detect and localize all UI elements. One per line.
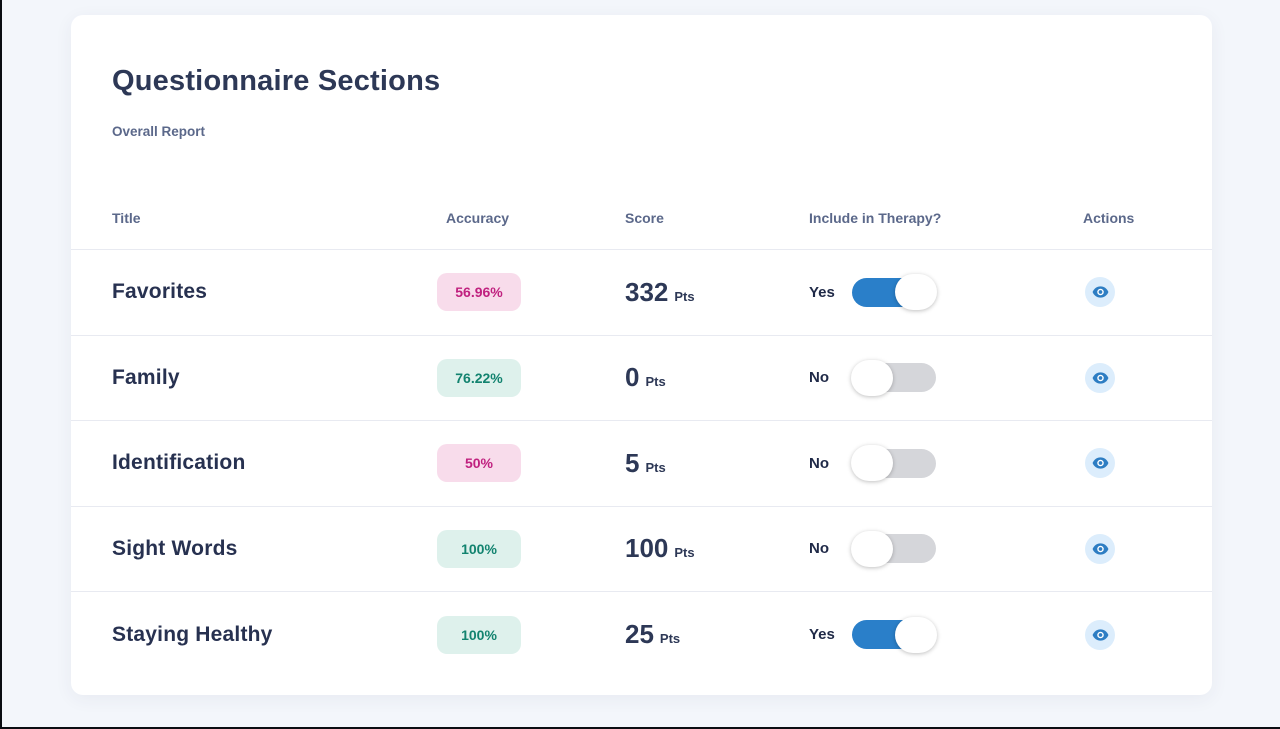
score-unit: Pts <box>674 288 695 304</box>
questionnaire-sections-card: Questionnaire Sections Overall Report Ti… <box>71 15 1212 695</box>
page-subtitle: Overall Report <box>112 124 206 139</box>
toggle-state-label: Yes <box>809 283 835 301</box>
include-toggle[interactable] <box>852 274 937 311</box>
column-header-title: Title <box>112 209 141 226</box>
toggle-knob <box>851 530 893 567</box>
table-row: Sight Words 100% 100 Pts No <box>71 506 1212 592</box>
include-toggle[interactable] <box>852 616 937 653</box>
toggle-knob <box>895 274 937 311</box>
toggle-knob <box>895 616 937 653</box>
accuracy-badge: 56.96% <box>437 273 521 312</box>
column-header-score: Score <box>625 209 664 226</box>
score: 5 Pts <box>625 448 809 479</box>
section-title: Identification <box>112 451 246 475</box>
view-button[interactable] <box>1085 362 1115 393</box>
view-button[interactable] <box>1085 277 1115 308</box>
table-header-row: Title Accuracy Score Include in Therapy?… <box>71 186 1212 250</box>
table-body: Favorites 56.96% 332 Pts Yes <box>71 250 1212 678</box>
eye-icon <box>1092 372 1109 384</box>
column-header-actions: Actions <box>1083 209 1135 226</box>
toggle-state-label: No <box>809 540 829 558</box>
score-value: 100 <box>625 533 669 564</box>
toggle-knob <box>851 445 893 482</box>
score-unit: Pts <box>674 545 695 561</box>
table-row: Family 76.22% 0 Pts No <box>71 335 1212 421</box>
view-button[interactable] <box>1085 619 1115 650</box>
card-header: Questionnaire Sections Overall Report <box>71 15 1212 140</box>
screen-left-edge <box>0 0 2 729</box>
screen-bottom-edge <box>0 727 1280 729</box>
include-toggle[interactable] <box>851 359 936 396</box>
toggle-knob <box>851 359 893 396</box>
table-row: Favorites 56.96% 332 Pts Yes <box>71 250 1212 336</box>
score-value: 25 <box>625 619 654 650</box>
accuracy-badge: 50% <box>437 444 521 483</box>
accuracy-badge: 100% <box>437 529 521 568</box>
eye-icon <box>1092 286 1109 298</box>
score: 25 Pts <box>625 619 809 650</box>
page-title: Questionnaire Sections <box>112 65 441 97</box>
section-title: Favorites <box>112 280 208 304</box>
accuracy-badge: 100% <box>437 615 521 654</box>
accuracy-badge: 76.22% <box>437 358 521 397</box>
score: 100 Pts <box>625 533 809 564</box>
section-title: Family <box>112 365 180 389</box>
score-unit: Pts <box>645 459 666 475</box>
eye-icon <box>1092 543 1109 555</box>
column-header-include: Include in Therapy? <box>809 209 942 226</box>
column-header-accuracy: Accuracy <box>446 209 510 226</box>
score-unit: Pts <box>659 631 681 647</box>
view-button[interactable] <box>1085 533 1115 564</box>
score: 332 Pts <box>625 277 809 308</box>
toggle-state-label: No <box>809 369 829 387</box>
score: 0 Pts <box>625 362 809 393</box>
score-unit: Pts <box>645 374 666 390</box>
view-button[interactable] <box>1085 448 1115 479</box>
toggle-state-label: No <box>809 454 829 472</box>
eye-icon <box>1092 457 1109 469</box>
include-toggle[interactable] <box>851 445 936 482</box>
eye-icon <box>1092 629 1109 641</box>
table-row: Identification 50% 5 Pts No <box>71 421 1212 507</box>
score-value: 5 <box>625 447 640 478</box>
toggle-state-label: Yes <box>809 626 835 644</box>
table-row: Staying Healthy 100% 25 Pts Yes <box>71 592 1212 678</box>
score-value: 332 <box>625 276 669 307</box>
section-title: Sight Words <box>112 536 238 560</box>
score-value: 0 <box>625 362 640 393</box>
include-toggle[interactable] <box>851 530 936 567</box>
section-title: Staying Healthy <box>112 622 273 646</box>
